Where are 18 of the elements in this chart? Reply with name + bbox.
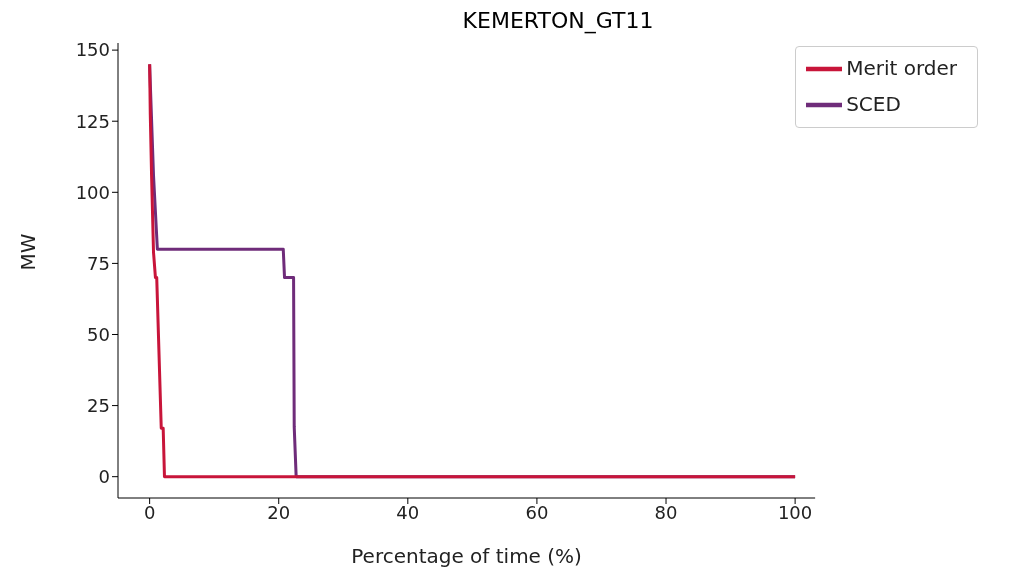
y-tick-label: 100 — [75, 181, 110, 203]
x-tick-label: 40 — [396, 501, 420, 523]
x-tick-label: 60 — [525, 501, 549, 523]
legend-label: SCED — [846, 91, 901, 116]
y-tick-label: 25 — [87, 394, 110, 416]
x-tick-label: 80 — [654, 501, 678, 523]
y-tick-label: 150 — [75, 39, 110, 61]
y-tick-label: 50 — [87, 323, 110, 345]
x-tick-label: 100 — [777, 501, 813, 523]
x-tick-label: 20 — [267, 501, 291, 523]
chart-title: KEMERTON_GT11 — [461, 8, 655, 36]
y-tick-label: 125 — [75, 110, 110, 132]
x-axis-title: Percentage of time (%) — [351, 544, 582, 568]
y-tick-label: 75 — [87, 252, 110, 274]
y-axis-title: MW — [16, 233, 41, 271]
y-tick-label: 0 — [98, 466, 110, 488]
x-tick-label: 0 — [143, 501, 156, 523]
legend-label: Merit order — [846, 55, 957, 80]
